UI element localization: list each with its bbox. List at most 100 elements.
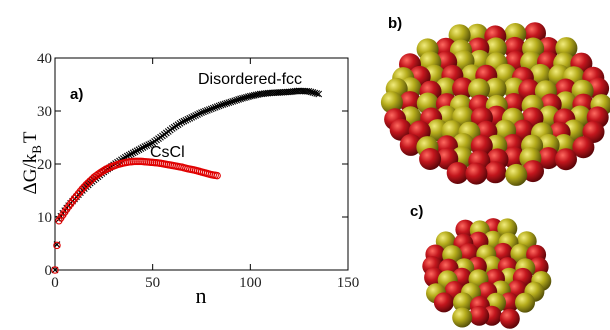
red-sphere xyxy=(499,308,520,329)
point-cscl xyxy=(76,187,85,196)
panel-c: c) xyxy=(410,203,552,329)
point-disordered-fcc xyxy=(307,88,315,96)
data-points xyxy=(51,87,323,274)
point-disordered-fcc xyxy=(196,110,203,117)
point-disordered-fcc xyxy=(202,107,209,115)
yellow-sphere xyxy=(452,307,473,328)
point-disordered-fcc xyxy=(311,89,319,97)
cluster-image-c xyxy=(422,218,552,329)
point-disordered-fcc xyxy=(141,143,149,150)
red-sphere xyxy=(419,148,442,170)
point-cscl xyxy=(84,179,92,187)
y-axis-title-sub: B xyxy=(29,145,44,154)
chart-panel-a: 0 50 100 150 0 10 20 30 40 a) Disordered-fcc CsC… xyxy=(20,51,359,308)
point-disordered-fcc xyxy=(180,117,188,125)
point-disordered-fcc xyxy=(188,113,196,121)
point-disordered-fcc xyxy=(178,118,186,126)
red-sphere xyxy=(537,147,560,170)
point-cscl xyxy=(82,180,91,189)
x-axis-title: n xyxy=(196,283,207,308)
panel-label-b: b) xyxy=(388,15,402,32)
y-axis-title: ΔG/kBT xyxy=(20,131,44,194)
point-disordered-fcc xyxy=(135,146,143,154)
point-disordered-fcc xyxy=(139,144,147,151)
point-disordered-fcc xyxy=(217,101,225,109)
point-disordered-fcc xyxy=(147,140,155,148)
point-disordered-fcc xyxy=(313,90,321,97)
point-disordered-fcc xyxy=(231,97,239,105)
point-disordered-fcc xyxy=(213,103,221,111)
point-disordered-fcc xyxy=(215,102,223,110)
point-disordered-fcc xyxy=(227,98,235,106)
point-cscl xyxy=(74,189,83,198)
point-cscl xyxy=(86,177,94,185)
point-disordered-fcc xyxy=(315,90,323,98)
point-disordered-fcc xyxy=(127,150,135,158)
series-label-disordered-fcc: Disordered-fcc xyxy=(198,71,302,88)
point-disordered-fcc xyxy=(184,115,192,123)
point-disordered-fcc xyxy=(125,151,133,159)
point-disordered-fcc xyxy=(233,96,241,104)
panel-b: b) xyxy=(380,15,610,186)
point-disordered-fcc xyxy=(145,141,153,149)
point-disordered-fcc xyxy=(225,99,233,107)
point-disordered-fcc xyxy=(192,112,200,119)
point-disordered-fcc xyxy=(235,96,243,103)
point-disordered-fcc xyxy=(194,111,201,118)
point-disordered-fcc xyxy=(131,148,139,156)
y-tick-label: 40 xyxy=(37,51,52,67)
point-cscl xyxy=(213,171,221,180)
yellow-sphere xyxy=(453,292,473,313)
point-cscl xyxy=(78,185,87,193)
point-disordered-fcc xyxy=(143,142,151,149)
point-disordered-fcc xyxy=(305,88,313,95)
point-disordered-fcc xyxy=(205,106,213,114)
point-disordered-fcc xyxy=(241,94,248,102)
point-disordered-fcc xyxy=(237,95,244,103)
point-disordered-fcc xyxy=(221,100,229,108)
point-disordered-fcc xyxy=(133,147,141,155)
point-cscl xyxy=(70,194,79,203)
red-sphere xyxy=(502,146,525,169)
yellow-sphere xyxy=(515,292,535,313)
x-tick-label: 50 xyxy=(145,275,160,291)
yellow-sphere xyxy=(484,77,507,100)
red-sphere xyxy=(399,133,422,156)
point-disordered-fcc xyxy=(243,93,250,101)
point-disordered-fcc xyxy=(129,149,137,157)
point-cscl xyxy=(100,166,108,175)
red-sphere xyxy=(555,148,577,171)
point-disordered-fcc xyxy=(211,104,219,111)
yellow-sphere xyxy=(505,163,528,186)
point-disordered-fcc xyxy=(244,93,252,101)
yellow-sphere xyxy=(380,91,403,114)
point-disordered-fcc xyxy=(123,152,131,160)
x-tick-label: 100 xyxy=(239,275,262,291)
red-sphere xyxy=(484,161,507,184)
red-sphere xyxy=(465,162,488,185)
point-cscl xyxy=(53,241,61,250)
red-sphere xyxy=(522,160,544,183)
red-sphere xyxy=(446,162,469,184)
point-disordered-fcc xyxy=(223,99,231,107)
y-tick-label: 30 xyxy=(37,104,52,120)
yellow-sphere xyxy=(497,218,518,239)
red-sphere xyxy=(452,77,475,100)
y-axis-title-main: ΔG/k xyxy=(20,153,41,194)
point-disordered-fcc xyxy=(182,116,190,124)
point-cscl xyxy=(96,169,104,177)
y-axis-title-tail: T xyxy=(20,131,41,143)
point-cscl xyxy=(80,183,89,191)
y-tick-label: 10 xyxy=(37,210,52,226)
panel-label-a: a) xyxy=(70,86,83,103)
point-disordered-fcc xyxy=(190,113,198,120)
y-tick-label: 20 xyxy=(37,157,52,173)
point-cscl xyxy=(72,192,81,200)
red-sphere xyxy=(572,136,595,159)
yellow-sphere xyxy=(468,78,490,101)
point-cscl xyxy=(51,266,59,274)
point-disordered-fcc xyxy=(309,89,317,96)
red-sphere xyxy=(433,292,454,313)
point-disordered-fcc xyxy=(200,108,207,116)
